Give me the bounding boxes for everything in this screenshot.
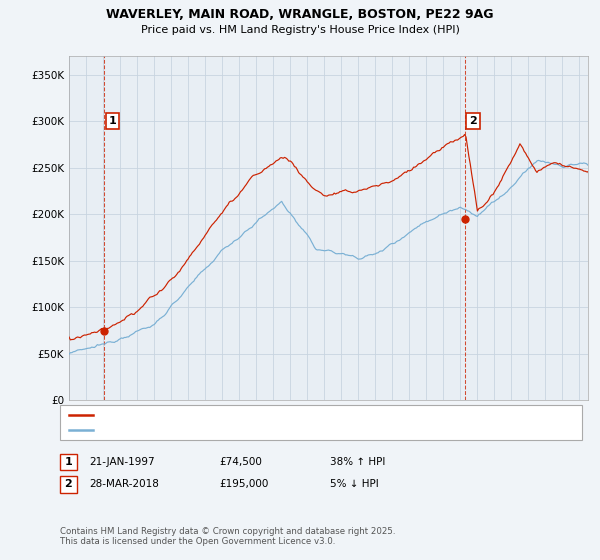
Text: HPI: Average price, detached house, Boston: HPI: Average price, detached house, Bost… — [97, 425, 316, 435]
Text: 21-JAN-1997: 21-JAN-1997 — [89, 457, 154, 467]
Text: 2: 2 — [469, 116, 477, 126]
Text: £74,500: £74,500 — [219, 457, 262, 467]
Text: £195,000: £195,000 — [219, 479, 268, 489]
Text: 38% ↑ HPI: 38% ↑ HPI — [330, 457, 385, 467]
Text: Price paid vs. HM Land Registry's House Price Index (HPI): Price paid vs. HM Land Registry's House … — [140, 25, 460, 35]
Text: 28-MAR-2018: 28-MAR-2018 — [89, 479, 158, 489]
Text: 2: 2 — [65, 479, 72, 489]
Text: 1: 1 — [109, 116, 116, 126]
Text: 5% ↓ HPI: 5% ↓ HPI — [330, 479, 379, 489]
Text: Contains HM Land Registry data © Crown copyright and database right 2025.
This d: Contains HM Land Registry data © Crown c… — [60, 526, 395, 546]
Text: WAVERLEY, MAIN ROAD, WRANGLE, BOSTON, PE22 9AG (detached house): WAVERLEY, MAIN ROAD, WRANGLE, BOSTON, PE… — [97, 409, 466, 419]
Text: WAVERLEY, MAIN ROAD, WRANGLE, BOSTON, PE22 9AG: WAVERLEY, MAIN ROAD, WRANGLE, BOSTON, PE… — [106, 8, 494, 21]
Text: 1: 1 — [65, 457, 72, 467]
